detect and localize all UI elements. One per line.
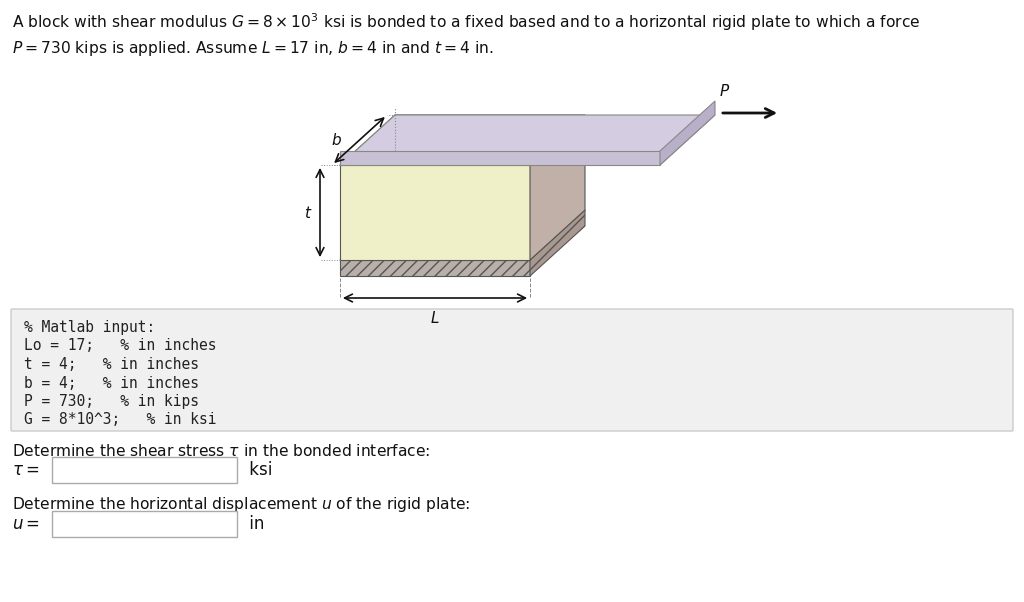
Text: $L$: $L$ — [430, 310, 439, 326]
Polygon shape — [530, 115, 585, 260]
Text: $u =$: $u =$ — [12, 515, 40, 533]
Text: Determine the horizontal displacement $u$ of the rigid plate:: Determine the horizontal displacement $u… — [12, 495, 470, 514]
Text: $b$: $b$ — [331, 132, 341, 148]
Text: Lo = 17;   % in inches: Lo = 17; % in inches — [24, 338, 216, 353]
Text: t = 4;   % in inches: t = 4; % in inches — [24, 357, 199, 372]
Text: in: in — [244, 515, 264, 533]
Text: $P$: $P$ — [720, 83, 730, 99]
FancyBboxPatch shape — [11, 309, 1013, 431]
Text: b = 4;   % in inches: b = 4; % in inches — [24, 376, 199, 391]
Polygon shape — [530, 210, 585, 276]
FancyBboxPatch shape — [52, 511, 237, 537]
Text: $P = 730$ kips is applied. Assume $L = 17$ in, $b = 4$ in and $t = 4$ in.: $P = 730$ kips is applied. Assume $L = 1… — [12, 39, 495, 58]
FancyBboxPatch shape — [52, 457, 237, 483]
Text: G = 8*10^3;   % in ksi: G = 8*10^3; % in ksi — [24, 412, 216, 427]
Text: P = 730;   % in kips: P = 730; % in kips — [24, 394, 199, 409]
Polygon shape — [340, 115, 585, 165]
Text: % Matlab input:: % Matlab input: — [24, 320, 156, 335]
Text: $\tau =$: $\tau =$ — [12, 461, 39, 479]
Text: $t$: $t$ — [303, 205, 312, 220]
Polygon shape — [340, 260, 530, 276]
Text: A block with shear modulus $G = 8 \times 10^3$ ksi is bonded to a fixed based an: A block with shear modulus $G = 8 \times… — [12, 11, 921, 33]
Polygon shape — [660, 101, 715, 165]
Text: Determine the shear stress $\tau$ in the bonded interface:: Determine the shear stress $\tau$ in the… — [12, 443, 430, 459]
Text: ksi: ksi — [244, 461, 272, 479]
Polygon shape — [340, 165, 530, 260]
Polygon shape — [340, 210, 585, 260]
Polygon shape — [340, 151, 660, 165]
Polygon shape — [340, 115, 715, 165]
